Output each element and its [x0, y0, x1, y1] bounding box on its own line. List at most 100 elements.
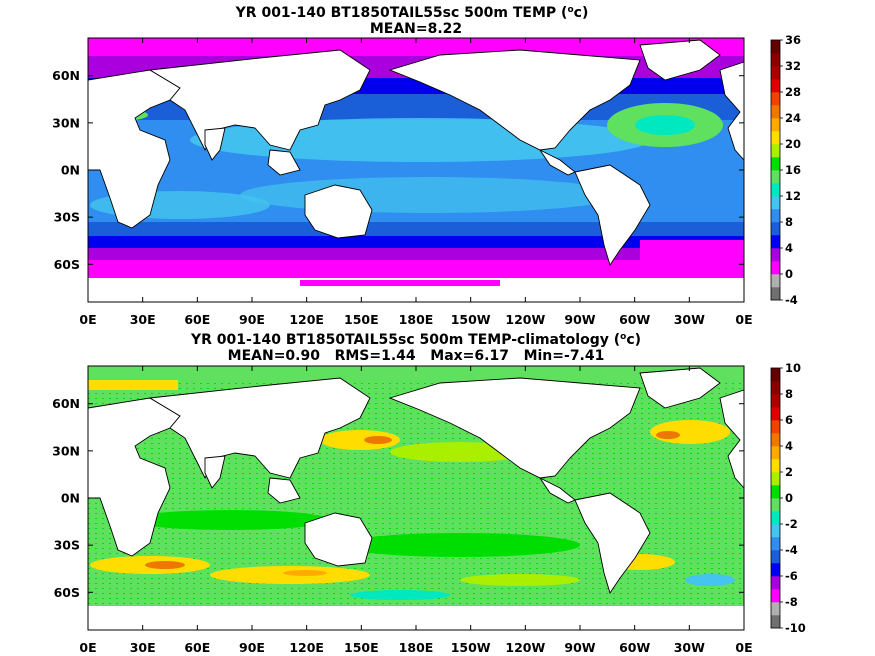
colorbar-label: -4	[785, 293, 798, 307]
x-tick-label: 60W	[619, 312, 650, 327]
x-tick-label: 150E	[344, 640, 379, 655]
panel-2-x-ticks: 0E 30E 60E 90E 120E 150E 180E 150W 120W 90W 60W 30W…	[79, 366, 753, 655]
x-tick-label: 60E	[184, 312, 210, 327]
colorbar-segment	[771, 459, 780, 473]
colorbar-segment	[771, 105, 780, 119]
colorbar-label: 8	[785, 387, 793, 401]
x-tick-label: 30W	[674, 640, 705, 655]
colorbar-segment	[771, 563, 780, 577]
y-tick-label: 30S	[54, 210, 80, 225]
colorbar-segment	[771, 235, 780, 249]
colorbar-segment	[771, 92, 780, 106]
x-tick-label: 0E	[79, 312, 96, 327]
colorbar-segment	[771, 170, 780, 184]
x-tick-label: 120E	[289, 312, 324, 327]
panel-1-title-line1: YR 001-140 BT1850TAIL55sc 500m TEMP (oc)	[235, 5, 589, 21]
colorbar-segment	[771, 79, 780, 93]
colorbar-segment	[771, 446, 780, 460]
x-tick-label: 120W	[505, 312, 545, 327]
x-tick-label: 0E	[735, 312, 752, 327]
y-tick-label: 30S	[54, 538, 80, 553]
colorbar-label: 0	[785, 491, 793, 505]
x-tick-label: 120E	[289, 640, 324, 655]
colorbar-segment	[771, 485, 780, 499]
colorbar-label: 16	[785, 163, 801, 177]
colorbar-segment	[771, 66, 780, 80]
colorbar-segment	[771, 144, 780, 158]
colorbar-segment	[771, 433, 780, 447]
colorbar-segment	[771, 524, 780, 538]
colorbar-label: -2	[785, 517, 798, 531]
x-tick-label: 90E	[239, 312, 265, 327]
colorbar-label: 12	[785, 189, 801, 203]
colorbar-label: -4	[785, 543, 798, 557]
y-tick-label: 60N	[52, 396, 80, 411]
x-tick-label: 90E	[239, 640, 265, 655]
colorbar-segment	[771, 602, 780, 616]
colorbar-segment	[771, 118, 780, 132]
y-tick-label: 0N	[61, 163, 80, 178]
colorbar-segment	[771, 381, 780, 395]
y-tick-label: 30N	[52, 115, 80, 130]
colorbar-segment	[771, 498, 780, 512]
colorbar-segment	[771, 420, 780, 434]
x-tick-label: 150W	[451, 640, 491, 655]
x-tick-label: 150W	[451, 312, 491, 327]
x-tick-label: 60W	[619, 640, 650, 655]
x-tick-label: 150E	[344, 312, 379, 327]
colorbar-segment	[771, 183, 780, 197]
x-tick-label: 30E	[130, 312, 156, 327]
colorbar-segment	[771, 368, 780, 382]
y-tick-label: 60S	[54, 257, 80, 272]
colorbar-segment	[771, 615, 780, 629]
colorbar-label: 36	[785, 33, 801, 47]
colorbar-segment	[771, 407, 780, 421]
panel-2: YR 001-140 BT1850TAIL55sc 500m TEMP-clim…	[52, 332, 806, 655]
colorbar-segment	[771, 472, 780, 486]
x-tick-label: 0E	[79, 640, 96, 655]
colorbar-label: 4	[785, 241, 793, 255]
y-tick-label: 60S	[54, 585, 80, 600]
panel-2-title-line2: MEAN=0.90 RMS=1.44 Max=6.17 Min=-7.41	[228, 348, 605, 364]
colorbar-segment	[771, 589, 780, 603]
colorbar-segment	[771, 261, 780, 275]
colorbar-label: 6	[785, 413, 793, 427]
colorbar-segment	[771, 511, 780, 525]
colorbar-segment	[771, 394, 780, 408]
colorbar-segment	[771, 53, 780, 67]
y-tick-label: 0N	[61, 491, 80, 506]
colorbar-segment	[771, 196, 780, 210]
colorbar-segment	[771, 40, 780, 54]
colorbar-segment	[771, 131, 780, 145]
colorbar-segment	[771, 274, 780, 288]
panel-2-y-ticks: 60N 30N 0N 30S 60S	[52, 396, 744, 600]
colorbar-segment	[771, 550, 780, 564]
colorbar-segment	[771, 537, 780, 551]
colorbar-segment	[771, 576, 780, 590]
colorbar-segment	[771, 157, 780, 171]
colorbar-label: 20	[785, 137, 801, 151]
colorbar-label: 8	[785, 215, 793, 229]
colorbar-label: 28	[785, 85, 801, 99]
x-tick-label: 90W	[564, 640, 595, 655]
y-tick-label: 30N	[52, 443, 80, 458]
colorbar-label: -10	[785, 621, 806, 635]
x-tick-label: 180E	[399, 312, 434, 327]
panel-1-y-ticks: 60N 30N 0N 30S 60S	[52, 68, 744, 272]
panel-1-colorbar: -4 0 4 8 12 16 20 24 28 32 36	[770, 33, 801, 307]
colorbar-label: 32	[785, 59, 801, 73]
panel-1-x-ticks: 0E 30E 60E 90E 120E 150E 180E 150W 120W 90W 60W 30W…	[79, 38, 753, 327]
x-tick-label: 180E	[399, 640, 434, 655]
colorbar-segment	[771, 209, 780, 223]
x-tick-label: 0E	[735, 640, 752, 655]
panel-2-title-line1: YR 001-140 BT1850TAIL55sc 500m TEMP-clim…	[190, 332, 641, 348]
x-tick-label: 120W	[505, 640, 545, 655]
x-tick-label: 90W	[564, 312, 595, 327]
x-tick-label: 60E	[184, 640, 210, 655]
colorbar-segment	[771, 248, 780, 262]
x-tick-label: 30W	[674, 312, 705, 327]
panel-1-title-line2: MEAN=8.22	[370, 21, 462, 37]
x-tick-label: 30E	[130, 640, 156, 655]
colorbar-label: -6	[785, 569, 798, 583]
